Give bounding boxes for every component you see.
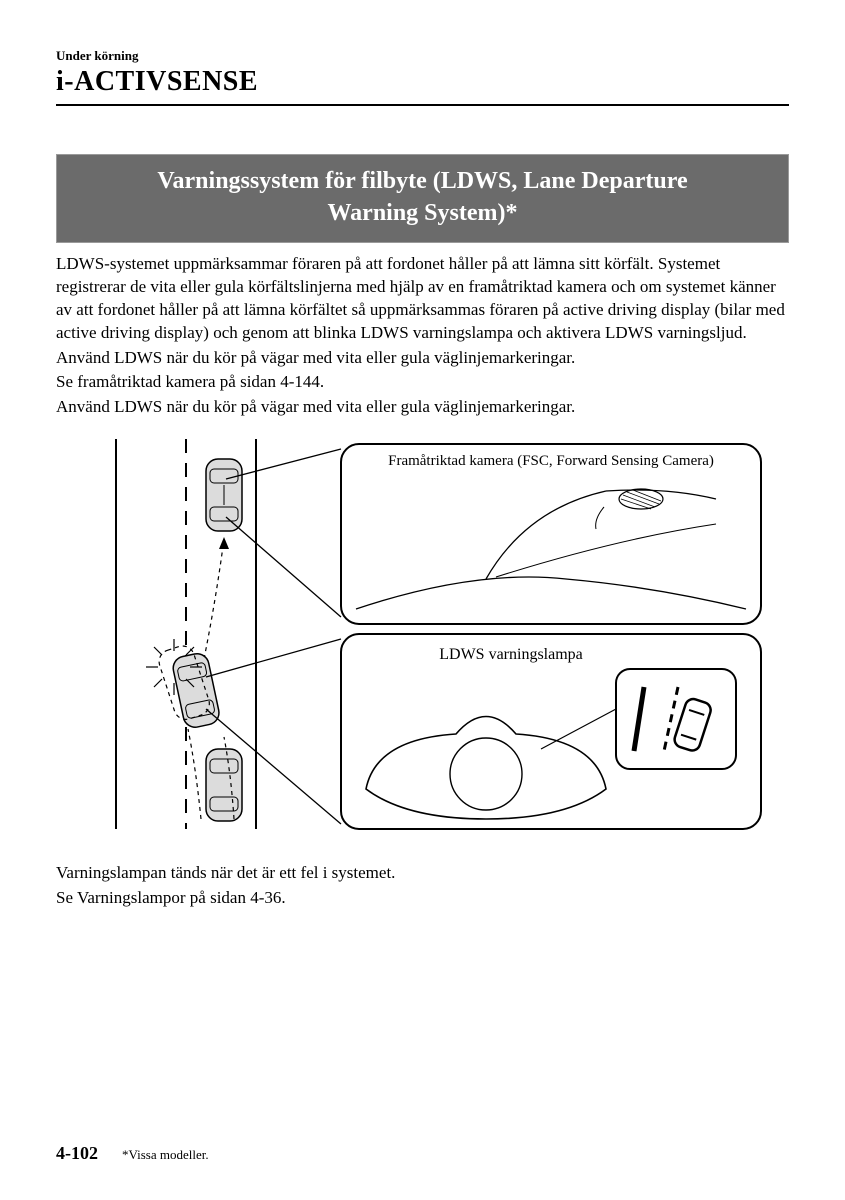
callout-bottom: LDWS varningslampa <box>341 634 761 829</box>
callout-bottom-label: LDWS varningslampa <box>439 646 583 663</box>
car-bottom <box>206 749 242 821</box>
section-title: i-ACTIVSENSE <box>56 66 789 106</box>
paragraph-6: Se Varningslampor på sidan 4-36. <box>56 887 789 910</box>
footnote: *Vissa modeller. <box>122 1147 209 1163</box>
ldws-diagram-svg: Framåtriktad kamera (FSC, Forward Sensin… <box>56 429 776 849</box>
callout-top-label: Framåtriktad kamera (FSC, Forward Sensin… <box>388 453 714 469</box>
paragraph-5: Varningslampan tänds när det är ett fel … <box>56 862 789 885</box>
paragraph-2: Använd LDWS när du kör på vägar med vita… <box>56 347 789 370</box>
banner-line-1: Varningssystem för filbyte (LDWS, Lane D… <box>77 165 768 197</box>
car-drifting <box>171 652 221 730</box>
paragraph-1: LDWS-systemet uppmärksammar föraren på a… <box>56 253 789 345</box>
page-footer: 4-102 *Vissa modeller. <box>56 1143 789 1164</box>
banner-line-2: Warning System)* <box>77 197 768 229</box>
breadcrumb: Under körning <box>56 48 789 64</box>
car-top <box>206 459 242 531</box>
callout-top: Framåtriktad kamera (FSC, Forward Sensin… <box>341 444 761 624</box>
page-number: 4-102 <box>56 1143 98 1164</box>
diagram: Framåtriktad kamera (FSC, Forward Sensin… <box>56 429 789 854</box>
paragraph-3: Se framåtriktad kamera på sidan 4-144. <box>56 371 789 394</box>
paragraph-4: Använd LDWS när du kör på vägar med vita… <box>56 396 789 419</box>
banner-heading: Varningssystem för filbyte (LDWS, Lane D… <box>56 154 789 243</box>
ldws-warning-icon <box>616 669 736 769</box>
